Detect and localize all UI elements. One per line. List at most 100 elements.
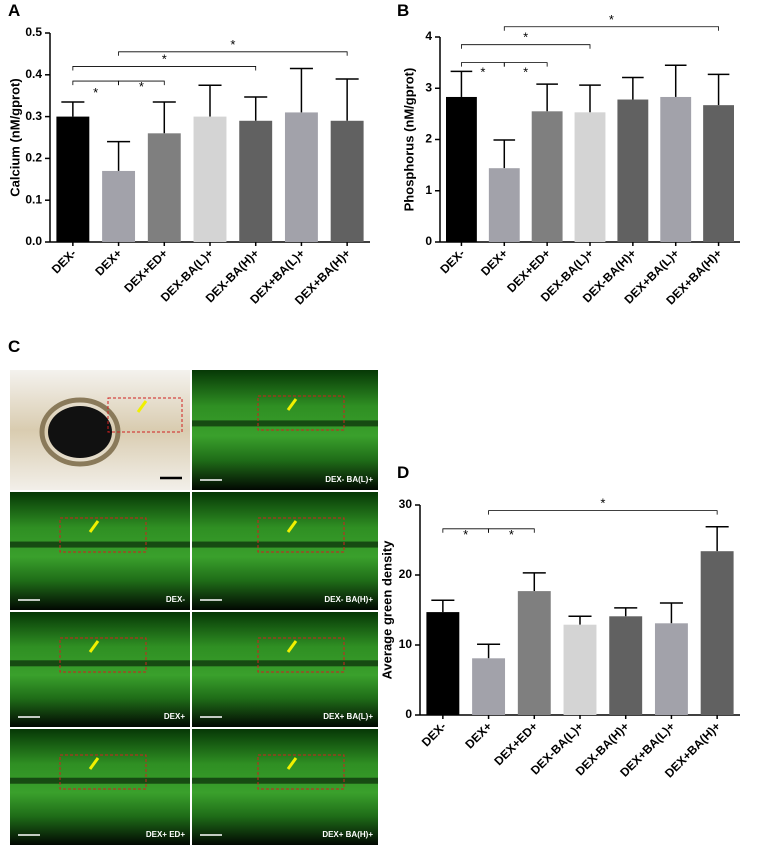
x-tick-label: DEX- xyxy=(49,246,79,276)
bar xyxy=(284,112,318,242)
arrow xyxy=(286,520,298,533)
roi-box xyxy=(59,637,147,673)
x-tick-label: DEX+ xyxy=(478,246,510,278)
micrograph xyxy=(192,612,378,727)
significance-bracket xyxy=(503,26,719,31)
y-tick-label: 0.3 xyxy=(25,109,42,123)
image-caption: DEX+ BA(H)+ xyxy=(322,830,373,839)
significance-label: * xyxy=(480,65,485,80)
x-tick-label: DEX+ xyxy=(92,246,124,278)
bar xyxy=(574,112,606,243)
y-axis-title: Average green density xyxy=(379,540,394,680)
arrow xyxy=(286,640,298,653)
panel-label: D xyxy=(397,463,409,482)
panel-label: B xyxy=(397,1,409,20)
significance-label: * xyxy=(93,85,98,100)
arrow xyxy=(88,640,100,653)
significance-label: * xyxy=(230,37,235,52)
bar xyxy=(488,168,520,242)
y-tick-label: 1 xyxy=(425,183,432,197)
significance-bracket xyxy=(461,44,591,49)
y-tick-label: 10 xyxy=(399,637,413,651)
image-caption: DEX- BA(L)+ xyxy=(325,475,373,484)
roi-box xyxy=(257,517,345,553)
bar xyxy=(654,623,688,715)
y-tick-label: 0.4 xyxy=(25,67,42,81)
bar xyxy=(700,551,734,715)
arrow xyxy=(88,520,100,533)
roi-box xyxy=(257,754,345,790)
y-axis-title: Calcium (nM/gprot) xyxy=(7,78,22,196)
bar xyxy=(239,120,273,242)
arrow xyxy=(286,757,298,770)
bar xyxy=(446,96,477,243)
spine-band xyxy=(10,660,190,667)
micrograph xyxy=(10,612,190,727)
bar xyxy=(472,658,506,715)
significance-bracket xyxy=(488,510,718,515)
x-tick-label: DEX- xyxy=(419,719,449,749)
bar xyxy=(56,116,90,242)
spine-band xyxy=(10,541,190,548)
significance-label: * xyxy=(509,527,514,542)
x-tick-label: DEX+ED+ xyxy=(491,719,540,768)
y-tick-label: 3 xyxy=(425,80,432,94)
micrograph xyxy=(10,729,190,845)
bar xyxy=(426,612,460,715)
image-caption: DEX+ BA(L)+ xyxy=(323,712,373,721)
significance-label: * xyxy=(600,496,605,511)
significance-label: * xyxy=(139,79,144,94)
spine-band xyxy=(10,777,190,784)
x-tick-label: DEX- xyxy=(437,246,467,276)
y-tick-label: 0.2 xyxy=(25,151,42,165)
roi-box xyxy=(257,395,345,431)
bar xyxy=(563,624,597,715)
y-tick-label: 2 xyxy=(425,132,432,146)
spine-band xyxy=(192,420,378,427)
image-caption: DEX+ xyxy=(164,712,185,721)
x-tick-label: DEX+ xyxy=(462,719,494,751)
image-caption: DEX+ ED+ xyxy=(146,830,185,839)
fish-eye xyxy=(48,406,112,458)
bar xyxy=(102,170,136,242)
arrow xyxy=(136,400,148,413)
y-tick-label: 0 xyxy=(405,707,412,721)
y-axis-title: Phosphorus (nM/gprot) xyxy=(401,68,416,212)
spine-band xyxy=(192,541,378,548)
bar xyxy=(617,99,649,243)
micrograph xyxy=(10,492,190,610)
image-caption: DEX- BA(H)+ xyxy=(324,595,373,604)
roi-box xyxy=(107,397,183,433)
significance-bracket xyxy=(72,66,257,71)
spine-band xyxy=(192,777,378,784)
significance-bracket xyxy=(118,51,348,56)
bar xyxy=(703,105,734,242)
y-tick-label: 0.1 xyxy=(25,192,42,206)
arrow xyxy=(286,398,298,411)
y-tick-label: 30 xyxy=(399,497,413,511)
significance-label: * xyxy=(523,65,528,80)
bar xyxy=(660,96,692,243)
image-caption: DEX- xyxy=(166,595,185,604)
significance-label: * xyxy=(523,30,528,45)
panel-label: C xyxy=(8,337,20,356)
roi-box xyxy=(257,637,345,673)
y-tick-label: 0.5 xyxy=(25,25,42,39)
bar xyxy=(147,133,181,242)
bar xyxy=(193,116,227,242)
spine-band xyxy=(192,660,378,667)
significance-bracket xyxy=(118,80,165,86)
panel-label: A xyxy=(8,1,20,20)
micrograph xyxy=(192,370,378,490)
y-tick-label: 20 xyxy=(399,567,413,581)
micrograph xyxy=(192,729,378,845)
y-tick-label: 4 xyxy=(425,29,432,43)
micrograph xyxy=(192,492,378,610)
roi-box xyxy=(59,517,147,553)
significance-label: * xyxy=(162,51,167,66)
bar xyxy=(609,616,643,715)
x-tick-label: DEX+ED+ xyxy=(121,246,170,295)
significance-label: * xyxy=(463,527,468,542)
significance-label: * xyxy=(609,12,614,27)
